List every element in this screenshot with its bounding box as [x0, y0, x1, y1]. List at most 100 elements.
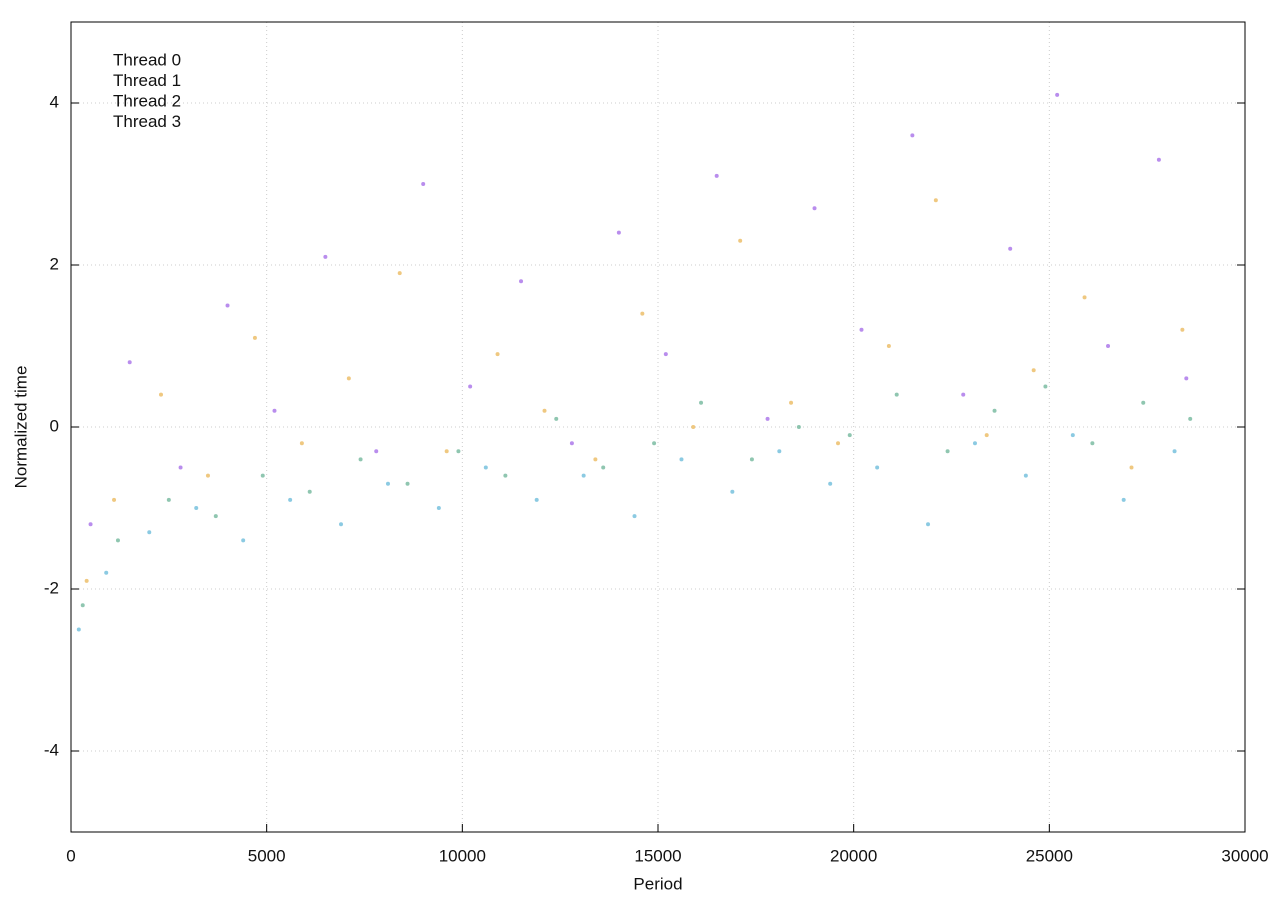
point	[112, 497, 117, 502]
point	[828, 481, 833, 486]
point	[159, 392, 164, 397]
point	[405, 481, 410, 486]
point	[421, 182, 426, 186]
point	[84, 578, 89, 583]
point	[894, 392, 899, 397]
point	[886, 344, 891, 348]
y-tick-label: 0	[50, 416, 59, 435]
point	[299, 441, 304, 446]
legend-label: Thread 3	[113, 112, 181, 131]
point	[926, 522, 931, 527]
point	[80, 603, 85, 608]
point	[1055, 92, 1060, 97]
point	[1121, 497, 1126, 502]
point	[1090, 441, 1095, 446]
point	[1043, 384, 1048, 389]
x-tick-label: 20000	[830, 846, 877, 865]
point	[796, 425, 801, 429]
point	[961, 392, 966, 397]
point	[691, 425, 696, 429]
point	[127, 360, 132, 365]
point	[1082, 295, 1087, 300]
point	[288, 497, 293, 502]
point	[166, 497, 171, 502]
point	[1188, 416, 1193, 421]
point	[495, 352, 500, 357]
point	[542, 408, 547, 413]
point	[1184, 376, 1189, 381]
y-axis-label: Normalized time	[11, 366, 30, 489]
point	[205, 473, 210, 478]
x-tick-label: 0	[66, 846, 75, 865]
point	[992, 408, 997, 413]
x-tick-label: 5000	[248, 846, 286, 865]
point	[1106, 344, 1111, 348]
point	[789, 400, 794, 405]
x-tick-label: 30000	[1221, 846, 1268, 865]
point	[1023, 473, 1028, 478]
point	[972, 441, 977, 446]
x-tick-label: 25000	[1026, 846, 1073, 865]
point	[679, 457, 684, 462]
x-axis-label: Period	[633, 874, 682, 893]
point	[241, 538, 246, 543]
point	[933, 198, 938, 203]
point	[147, 530, 152, 535]
point	[1070, 433, 1075, 438]
point	[225, 303, 230, 308]
plot-frame	[70, 21, 1246, 833]
point	[847, 433, 852, 438]
point	[252, 335, 257, 340]
y-tick-label: 4	[50, 92, 59, 111]
point	[554, 416, 559, 421]
point	[76, 627, 81, 632]
y-tick-label: 2	[50, 254, 59, 273]
point	[503, 473, 508, 478]
point	[1031, 368, 1036, 373]
point	[749, 457, 754, 462]
point	[910, 133, 915, 138]
point	[984, 433, 989, 438]
point	[1156, 157, 1161, 162]
x-tick-label: 10000	[439, 846, 486, 865]
point	[346, 376, 351, 381]
point	[339, 522, 344, 527]
y-tick-label: -4	[44, 740, 59, 759]
point	[178, 465, 183, 470]
point	[468, 384, 473, 389]
point	[213, 514, 218, 519]
point	[1008, 246, 1013, 251]
point	[765, 416, 770, 421]
point	[456, 449, 461, 454]
point	[777, 449, 782, 454]
point	[714, 173, 719, 178]
point	[616, 230, 621, 235]
point	[652, 441, 657, 446]
point	[730, 489, 735, 494]
point	[945, 449, 950, 454]
point	[534, 497, 539, 502]
point	[272, 408, 277, 413]
legend-label: Thread 1	[113, 71, 181, 90]
point	[88, 522, 93, 527]
point	[1180, 327, 1185, 332]
point	[601, 465, 606, 470]
point	[663, 352, 668, 357]
point	[738, 238, 743, 243]
point	[385, 481, 390, 486]
point	[444, 449, 449, 454]
point	[581, 473, 586, 478]
point	[859, 327, 864, 332]
y-tick-label: -2	[44, 578, 59, 597]
point	[436, 506, 441, 510]
point	[875, 465, 880, 470]
point	[812, 206, 817, 211]
point	[397, 271, 402, 276]
point	[260, 473, 265, 478]
point	[519, 279, 524, 284]
point	[483, 465, 488, 470]
legend-label: Thread 0	[113, 50, 181, 69]
point	[1172, 449, 1177, 454]
legend-label: Thread 2	[113, 91, 181, 110]
